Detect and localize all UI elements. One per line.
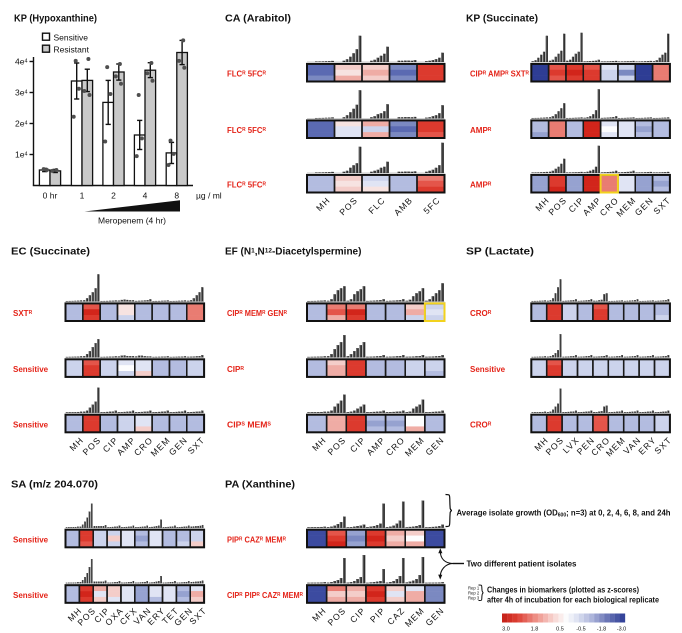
svg-text:0.5: 0.5 (556, 627, 564, 633)
svg-text:SXTR: SXTR (13, 309, 33, 318)
svg-text:2e4: 2e4 (15, 119, 28, 129)
svg-text:Rep 2: Rep 2 (468, 591, 480, 596)
svg-text:Average isolate growth (OD600;: Average isolate growth (OD600; n=3) at 0… (457, 509, 671, 519)
svg-text:1e4: 1e4 (15, 150, 28, 160)
svg-text:Sensitive: Sensitive (13, 536, 49, 545)
svg-text:Resistant: Resistant (54, 44, 90, 54)
svg-text:CROR: CROR (470, 421, 492, 430)
svg-text:Meropenem (4 hr): Meropenem (4 hr) (98, 216, 166, 226)
svg-text:1.8: 1.8 (531, 627, 539, 633)
svg-text:Sensitive: Sensitive (13, 591, 49, 600)
svg-text:Changes in biomarkers (plotted: Changes in biomarkers (plotted as z-scor… (487, 586, 639, 595)
svg-text:CIPR MEMR GENR: CIPR MEMR GENR (227, 309, 287, 318)
svg-text:Sensitive: Sensitive (470, 365, 506, 374)
svg-text:CROR: CROR (470, 309, 492, 318)
svg-text:AMPR: AMPR (470, 181, 492, 190)
svg-text:Rep 1: Rep 1 (468, 586, 480, 591)
svg-text:3.0: 3.0 (502, 627, 510, 633)
svg-text:-1.8: -1.8 (597, 627, 606, 633)
svg-text:4e4: 4e4 (15, 57, 28, 67)
svg-text:EC (Succinate): EC (Succinate) (11, 247, 90, 258)
svg-text:FLCR 5FCR: FLCR 5FCR (227, 181, 266, 190)
svg-text:1: 1 (80, 191, 85, 201)
svg-text:CIPR AMPR SXTR: CIPR AMPR SXTR (470, 70, 529, 79)
svg-text:Sensitive: Sensitive (13, 421, 49, 430)
svg-text:AMPR: AMPR (470, 126, 492, 135)
svg-text:-3.0: -3.0 (617, 627, 626, 633)
svg-text:PIPR CAZR MEMR: PIPR CAZR MEMR (227, 536, 286, 545)
svg-text:Sensitive: Sensitive (54, 32, 89, 42)
svg-text:8: 8 (174, 191, 179, 201)
svg-text:EF (N1,N12-Diacetylspermine): EF (N1,N12-Diacetylspermine) (225, 247, 361, 258)
svg-text:-0.5: -0.5 (576, 627, 585, 633)
svg-text:SP (Lactate): SP (Lactate) (466, 247, 534, 258)
svg-text:CIPR PIPR CAZR MEMR: CIPR PIPR CAZR MEMR (227, 591, 303, 600)
svg-text:after 4h of incubation for eac: after 4h of incubation for each biologic… (487, 596, 659, 605)
svg-text:PA (Xanthine): PA (Xanthine) (225, 480, 295, 491)
svg-text:3e4: 3e4 (15, 88, 28, 98)
svg-text:KP (Hypoxanthine): KP (Hypoxanthine) (14, 14, 97, 25)
svg-text:Two different patient isolates: Two different patient isolates (467, 560, 578, 569)
svg-text:4: 4 (143, 191, 148, 201)
svg-text:Rep 3: Rep 3 (468, 596, 480, 601)
svg-text:SA (m/z 204.070): SA (m/z 204.070) (11, 480, 98, 491)
svg-text:0 hr: 0 hr (43, 191, 58, 201)
svg-text:2: 2 (111, 191, 116, 201)
svg-text:FLCR 5FCR: FLCR 5FCR (227, 70, 266, 79)
svg-text:CA (Arabitol): CA (Arabitol) (225, 14, 291, 25)
svg-text:KP (Succinate): KP (Succinate) (466, 14, 538, 25)
svg-text:FLCR 5FCR: FLCR 5FCR (227, 126, 266, 135)
svg-text:CIPR: CIPR (227, 365, 244, 374)
svg-text:µg / ml: µg / ml (196, 191, 222, 201)
svg-text:Sensitive: Sensitive (13, 365, 49, 374)
